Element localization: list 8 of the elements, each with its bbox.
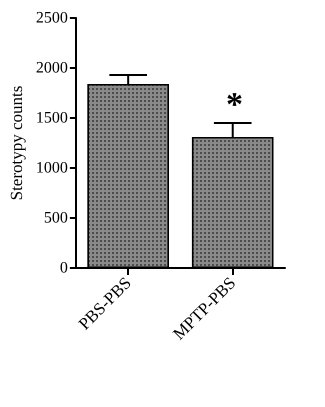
y-tick-label: 2000 — [36, 60, 68, 76]
annotation: * — [226, 86, 243, 124]
y-tick-label: 2500 — [36, 10, 68, 26]
y-tick-label: 500 — [44, 210, 68, 226]
y-tick-label: 1000 — [36, 160, 68, 176]
y-tick-label: 0 — [60, 260, 68, 276]
y-axis-title: Sterotypy counts — [7, 86, 26, 200]
y-tick-label: 1500 — [36, 110, 68, 126]
